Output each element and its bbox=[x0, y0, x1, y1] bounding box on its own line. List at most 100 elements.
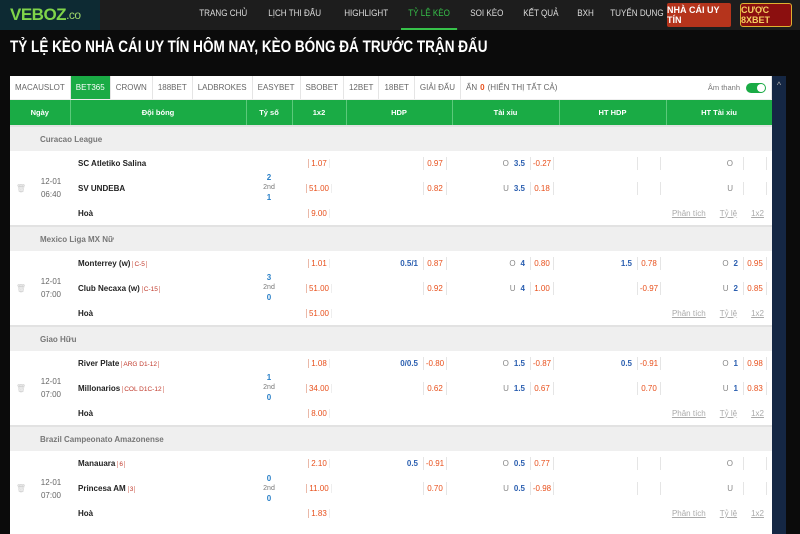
league-name[interactable]: Mexico Liga MX Nữ bbox=[10, 225, 772, 251]
nav-item[interactable]: HIGHLIGHT bbox=[343, 8, 388, 19]
link-analysis[interactable]: Phân tích bbox=[671, 509, 706, 518]
league-name[interactable]: Giao Hữu bbox=[10, 325, 772, 351]
link-odds[interactable]: Tỷ lệ bbox=[719, 408, 738, 418]
nav-item[interactable]: TUYỂN DỤNG bbox=[609, 8, 664, 19]
link-1x2[interactable]: 1x2 bbox=[751, 308, 764, 318]
odds-value[interactable]: -0.97 bbox=[637, 282, 661, 295]
hidden-filter[interactable]: ẨN 0 (HIỂN THỊ TẤT CẢ) bbox=[461, 76, 562, 99]
logo[interactable]: VEBOZ .co bbox=[0, 0, 100, 30]
odds-value[interactable]: 1.00 bbox=[530, 282, 554, 295]
league-name[interactable]: Brazil Campeonato Amazonense bbox=[10, 425, 772, 451]
nav-item[interactable]: TỶ LỆ KÈO bbox=[401, 0, 458, 30]
odds-value[interactable]: 0.82 bbox=[423, 182, 447, 195]
scroll-up-icon[interactable]: ^ bbox=[776, 80, 782, 90]
team[interactable]: Manauara bbox=[78, 459, 116, 468]
odds-1x2-value[interactable]: 8.00 bbox=[308, 408, 330, 418]
odds-value[interactable]: 0.95 bbox=[743, 257, 767, 270]
odds-value[interactable]: 0.77 bbox=[530, 457, 554, 470]
tab-bookmaker[interactable]: CROWN bbox=[111, 76, 153, 99]
odds-1x2-value[interactable]: 1.07 bbox=[308, 159, 330, 168]
link-analysis[interactable]: Phân tích bbox=[671, 208, 706, 218]
odds-value[interactable] bbox=[743, 457, 767, 470]
odds-value[interactable]: 0.92 bbox=[423, 282, 447, 295]
odds-1x2-value[interactable]: 51.00 bbox=[305, 308, 333, 318]
nav-item[interactable]: LỊCH THI ĐẤU bbox=[268, 8, 322, 19]
link-odds[interactable]: Tỷ lệ bbox=[719, 208, 738, 218]
link-analysis[interactable]: Phân tích bbox=[671, 308, 706, 318]
tab-bookmaker[interactable]: 12BET bbox=[344, 76, 380, 99]
odds-value[interactable] bbox=[743, 157, 767, 170]
link-1x2[interactable]: 1x2 bbox=[751, 408, 764, 418]
odds-value[interactable]: 0.70 bbox=[637, 382, 661, 395]
odds-value[interactable]: 0.87 bbox=[423, 257, 447, 270]
team[interactable]: Millonarios bbox=[78, 384, 121, 393]
bet-8xbet-button[interactable]: CƯỢC 8XBET bbox=[740, 3, 792, 27]
team[interactable]: SC Atletiko Salina bbox=[78, 159, 147, 168]
tab-bookmaker[interactable]: 188BET bbox=[153, 76, 193, 99]
odds-value[interactable]: 0.70 bbox=[423, 482, 447, 495]
nav-item[interactable]: KẾT QUẢ bbox=[522, 8, 559, 19]
odds-value[interactable]: 0.97 bbox=[423, 157, 447, 170]
odds-value[interactable] bbox=[743, 182, 767, 195]
odds-cell: 0.5 -0.91 bbox=[559, 357, 666, 370]
team[interactable]: Club Necaxa (w) bbox=[78, 284, 140, 293]
odds-httx: U bbox=[666, 176, 772, 201]
sound-toggle[interactable] bbox=[746, 82, 766, 93]
odds-value[interactable]: 0.62 bbox=[423, 382, 447, 395]
odds-1x2-value[interactable]: 51.00 bbox=[305, 284, 333, 293]
odds-value[interactable]: 0.83 bbox=[743, 382, 767, 395]
odds-1x2-value[interactable]: 11.00 bbox=[306, 484, 332, 493]
odds-value[interactable]: 0.67 bbox=[530, 382, 554, 395]
team[interactable]: River Plate bbox=[78, 359, 120, 368]
team[interactable]: Princesa AM bbox=[78, 484, 126, 493]
link-analysis[interactable]: Phân tích bbox=[671, 408, 706, 418]
odds-value[interactable]: -0.91 bbox=[423, 457, 447, 470]
link-odds[interactable]: Tỷ lệ bbox=[719, 509, 738, 518]
league-name[interactable]: Curacao League bbox=[10, 125, 772, 151]
odds-value[interactable] bbox=[637, 482, 661, 495]
odds-value[interactable]: -0.91 bbox=[637, 357, 661, 370]
team[interactable]: SV UNDEBA bbox=[78, 184, 126, 193]
odds-value[interactable] bbox=[637, 157, 661, 170]
odds-1x2-value[interactable]: 1.83 bbox=[308, 509, 330, 518]
odds-value[interactable] bbox=[637, 457, 661, 470]
link-odds[interactable]: Tỷ lệ bbox=[719, 308, 738, 318]
scrollbar[interactable]: ^ bbox=[772, 76, 786, 534]
odds-value[interactable] bbox=[743, 482, 767, 495]
odds-value[interactable]: 0.80 bbox=[530, 257, 554, 270]
tab-bookmaker[interactable]: SBOBET bbox=[301, 76, 344, 99]
odds-value[interactable]: 0.18 bbox=[530, 182, 554, 195]
odds-1x2-value[interactable]: 9.00 bbox=[308, 208, 330, 218]
odds-1x2-value[interactable]: 51.00 bbox=[305, 184, 333, 193]
tab-bookmaker[interactable]: GIẢI ĐẤU bbox=[415, 76, 462, 99]
tab-bookmaker[interactable]: EASYBET bbox=[253, 76, 301, 99]
odds-value[interactable]: 0.98 bbox=[743, 357, 767, 370]
odds-value[interactable]: -0.27 bbox=[530, 157, 554, 170]
nav-item[interactable]: SOI KÈO bbox=[470, 8, 504, 19]
odds-value[interactable]: 0.78 bbox=[637, 257, 661, 270]
trusted-bookmaker-button[interactable]: NHÀ CÁI UY TÍN bbox=[667, 3, 731, 27]
link-1x2[interactable]: 1x2 bbox=[751, 208, 764, 218]
odds-value[interactable]: -0.98 bbox=[530, 482, 554, 495]
link-1x2[interactable]: 1x2 bbox=[751, 509, 764, 518]
odds-1x2-value[interactable]: 1.08 bbox=[308, 359, 330, 368]
nav-item[interactable]: BXH bbox=[577, 8, 594, 19]
odds-value[interactable]: 0.85 bbox=[743, 282, 767, 295]
odds-1x2-value[interactable]: 1.01 bbox=[308, 259, 330, 268]
nav-item[interactable]: TRANG CHỦ bbox=[199, 8, 248, 19]
delete-icon[interactable]: 🗑 bbox=[15, 383, 27, 393]
delete-icon[interactable]: 🗑 bbox=[15, 183, 27, 193]
odds-1x2-value[interactable]: 34.00 bbox=[305, 384, 333, 393]
odds-1x2-value[interactable]: 2.10 bbox=[308, 459, 330, 468]
odds-value[interactable]: -0.87 bbox=[530, 357, 554, 370]
odds-value[interactable]: -0.80 bbox=[423, 357, 447, 370]
delete-icon[interactable]: 🗑 bbox=[15, 484, 27, 493]
tab-bookmaker[interactable]: 18BET bbox=[379, 76, 415, 99]
show-all-link[interactable]: (HIỂN THỊ TẤT CẢ) bbox=[487, 83, 558, 92]
tab-bookmaker[interactable]: BET365 bbox=[70, 76, 111, 99]
delete-icon[interactable]: 🗑 bbox=[15, 283, 27, 293]
team[interactable]: Monterrey (w) bbox=[78, 259, 131, 268]
tab-bookmaker[interactable]: LADBROKES bbox=[193, 76, 253, 99]
tab-bookmaker[interactable]: MACAUSLOT bbox=[10, 76, 71, 99]
odds-value[interactable] bbox=[637, 182, 661, 195]
